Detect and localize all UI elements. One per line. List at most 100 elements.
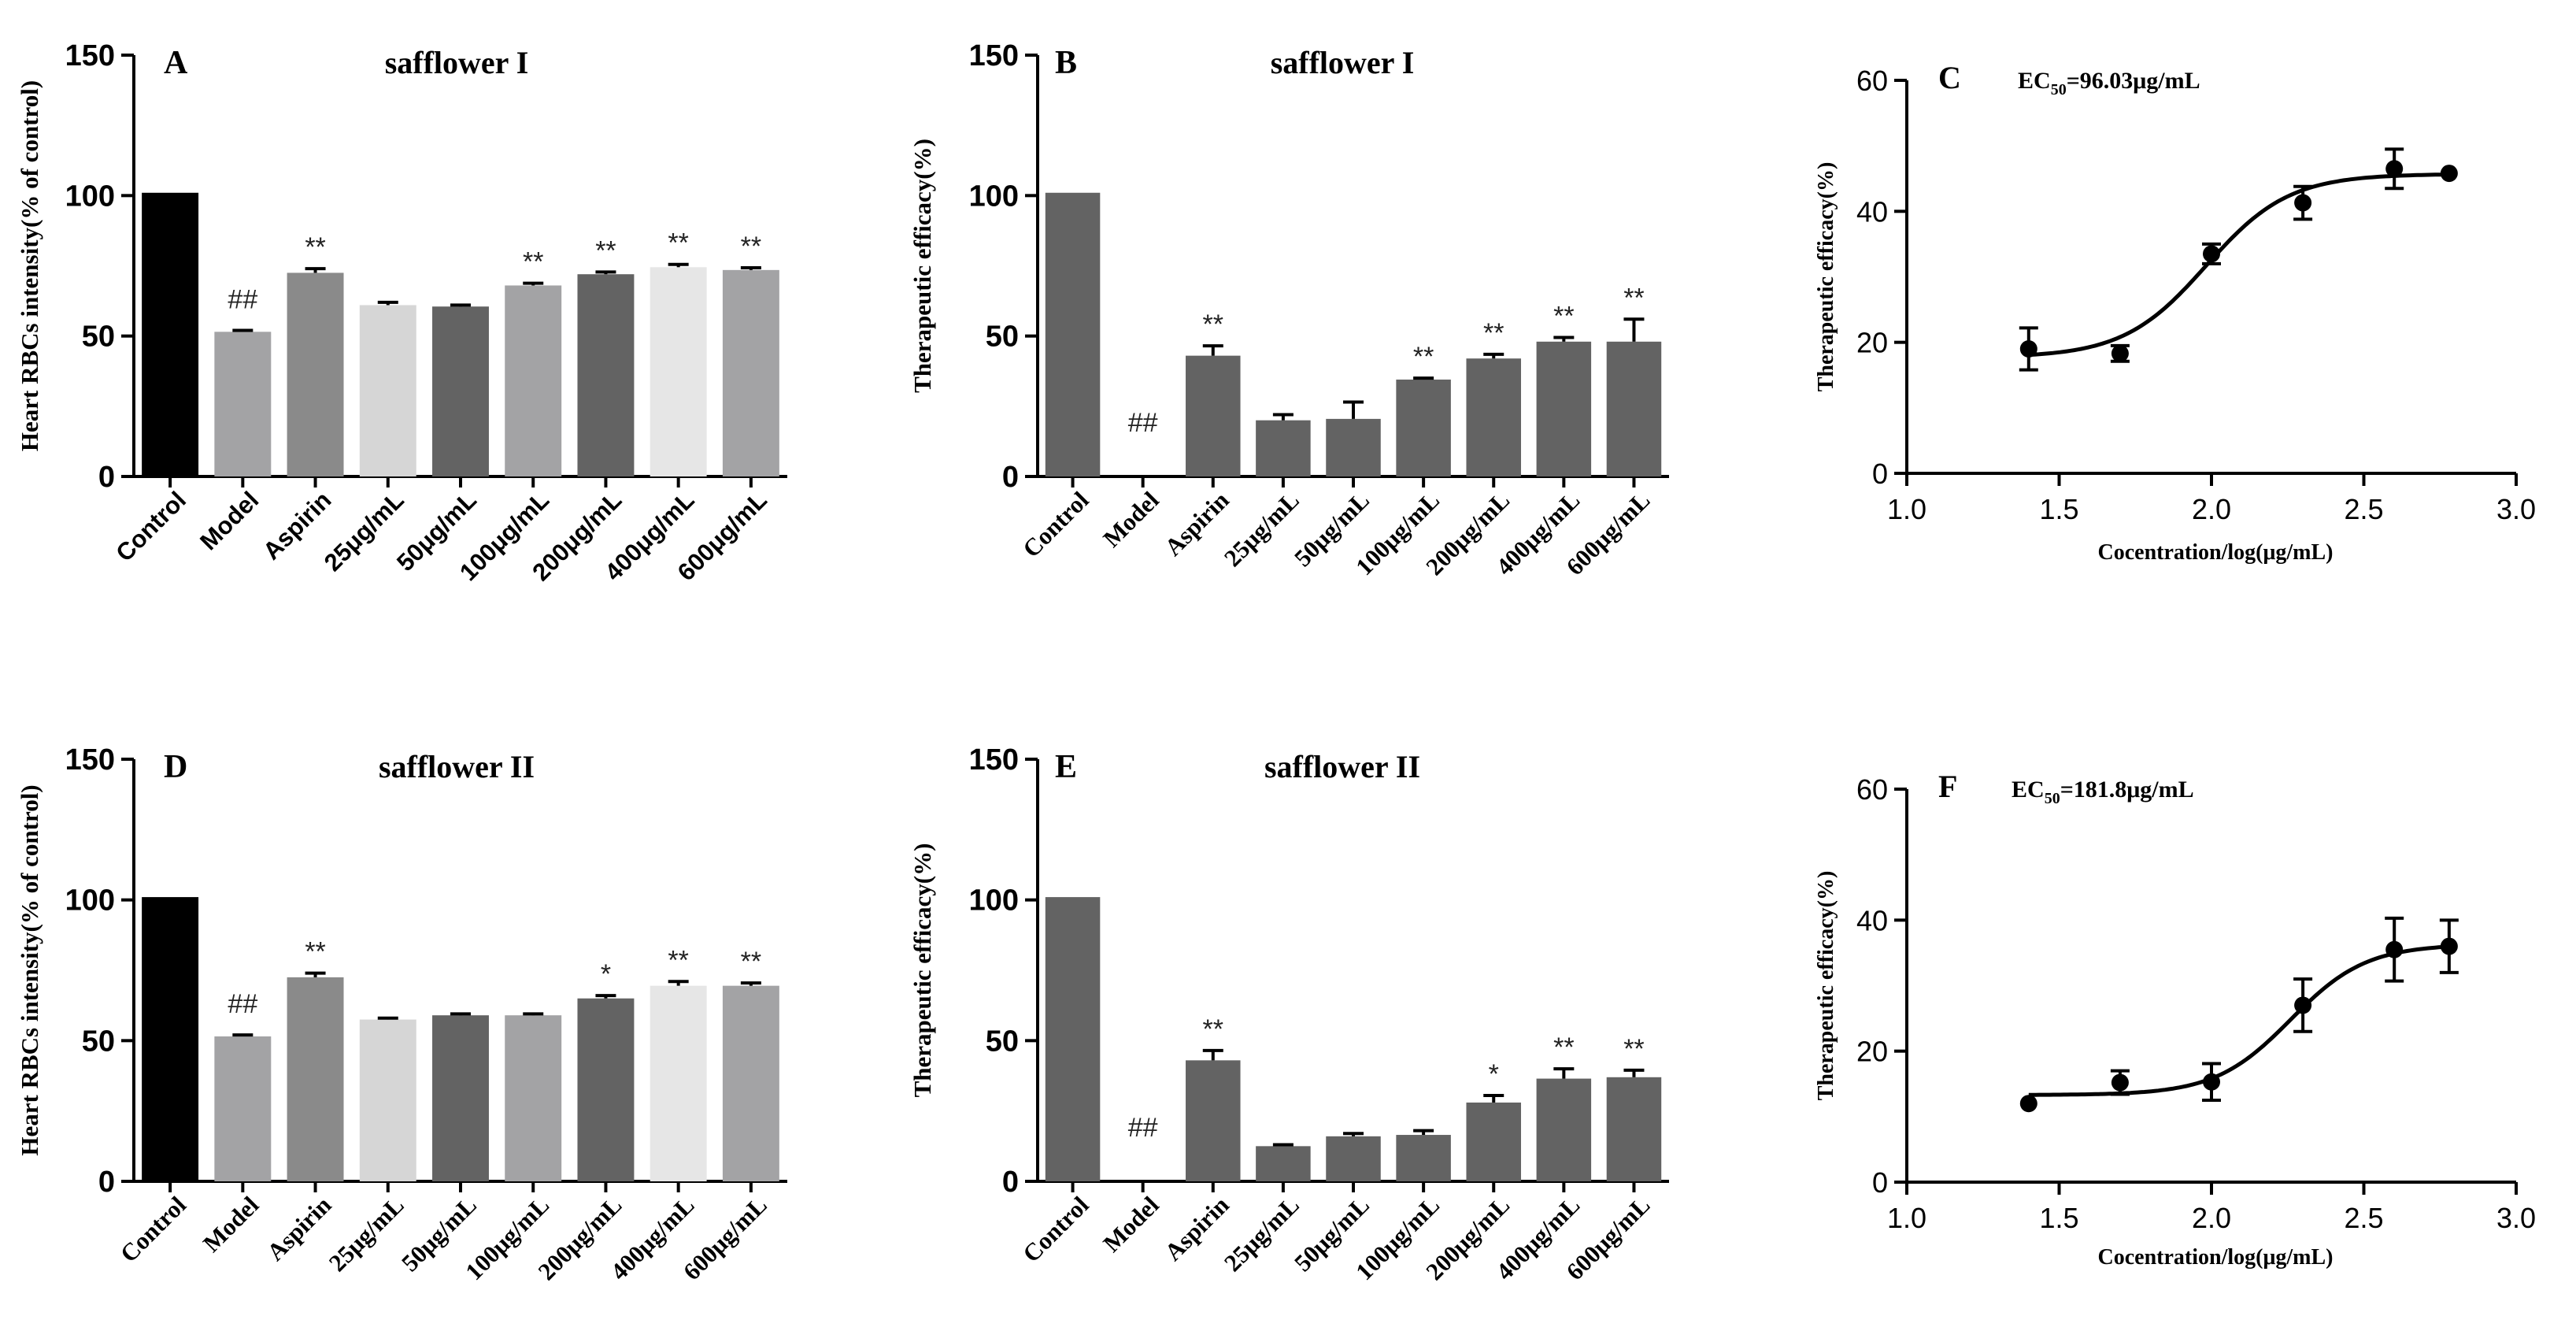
ec50-prefix: EC xyxy=(2018,68,2051,94)
panel-B: 0 50 100 150 Therapeutic efficacy(%) B safflow… xyxy=(909,39,1669,580)
bar xyxy=(1326,1136,1381,1181)
y-tick-label: 100 xyxy=(65,884,115,918)
y-tick-label: 0 xyxy=(1002,1166,1019,1199)
panel-letter: E xyxy=(1055,749,1077,785)
bar xyxy=(214,332,272,476)
data-point xyxy=(2019,339,2037,358)
significance-label: ** xyxy=(741,947,761,977)
panel-E: 0 50 100 150 Therapeutic efficacy(%) E safflow… xyxy=(909,743,1669,1285)
x-tick-label: Control xyxy=(1017,1191,1094,1268)
x-tick-label: 25μg/mL xyxy=(324,1191,409,1277)
fit-curve xyxy=(2028,172,2449,358)
ec50-value: =96.03μg/mL xyxy=(2067,68,2200,94)
bar xyxy=(1045,192,1101,476)
y-tick-label: 20 xyxy=(1856,1036,1888,1068)
significance-label: ** xyxy=(1413,342,1434,372)
panel-letter: C xyxy=(1938,60,1961,95)
x-tick-label: 25μg/mL xyxy=(319,486,409,576)
ec50-annotation: EC50=96.03μg/mL xyxy=(2018,68,2200,98)
bar xyxy=(1606,341,1662,476)
significance-label: ** xyxy=(1483,318,1504,348)
bar xyxy=(650,985,707,1181)
x-axis-label: Cocentration/log(μg/mL) xyxy=(2098,1245,2334,1270)
x-tick-label: 1.0 xyxy=(1887,493,1926,525)
significance-label: ## xyxy=(228,989,257,1019)
y-tick-label: 50 xyxy=(82,321,115,354)
bar xyxy=(287,977,344,1181)
ec50-annotation: EC50=181.8μg/mL xyxy=(2012,777,2194,807)
y-tick-label: 150 xyxy=(65,743,115,777)
bar xyxy=(359,305,416,476)
bar xyxy=(142,897,199,1181)
panel-C: 0 20 40 60 1.0 1.5 2.0 2.5 3.0 Therapeutic effica… xyxy=(1814,60,2536,565)
significance-label: ## xyxy=(1128,1113,1158,1143)
panel-letter: A xyxy=(164,45,188,81)
data-point xyxy=(2111,1073,2129,1092)
significance-label: ** xyxy=(668,228,688,258)
bar xyxy=(505,1015,562,1181)
bar xyxy=(142,192,199,476)
y-tick-label: 50 xyxy=(986,1025,1019,1058)
data-point xyxy=(2111,344,2129,362)
bar xyxy=(722,269,779,476)
bar xyxy=(1256,420,1311,476)
x-tick-label: 25μg/mL xyxy=(1219,486,1305,572)
x-tick-label: Control xyxy=(115,1191,192,1268)
bar xyxy=(432,306,489,476)
significance-label: ** xyxy=(1553,301,1574,331)
y-axis-label: Heart RBCs intensity(% of control) xyxy=(16,784,43,1155)
significance-label: ** xyxy=(1203,310,1223,339)
significance-label: ** xyxy=(1623,1034,1644,1064)
significance-label: * xyxy=(601,959,611,989)
panel-letter: B xyxy=(1055,45,1077,81)
bar xyxy=(432,1015,489,1181)
bar xyxy=(1606,1077,1662,1181)
x-tick-label: 1.5 xyxy=(2039,493,2078,525)
bar xyxy=(1256,1146,1311,1181)
data-point xyxy=(2385,160,2404,178)
chart-title: safflower II xyxy=(1264,749,1420,784)
bar xyxy=(359,1019,416,1181)
significance-label: ** xyxy=(523,247,543,277)
y-tick-label: 100 xyxy=(969,180,1019,213)
data-point xyxy=(2203,245,2220,263)
significance-label: ** xyxy=(595,235,616,265)
panel-F: 0 20 40 60 1.0 1.5 2.0 2.5 3.0 Therapeutic effica… xyxy=(1814,769,2536,1270)
x-axis-label: Cocentration/log(μg/mL) xyxy=(2098,540,2334,565)
ec50-value: =181.8μg/mL xyxy=(2060,777,2194,803)
y-tick-label: 150 xyxy=(969,39,1019,72)
significance-label: ** xyxy=(741,232,761,261)
x-tick-label: Control xyxy=(110,486,191,567)
chart-title: safflower I xyxy=(1271,45,1415,80)
significance-label: ** xyxy=(668,945,688,975)
bar xyxy=(505,285,562,476)
y-axis-label: Therapeutic efficacy(%) xyxy=(909,843,936,1098)
bar xyxy=(1466,1102,1521,1181)
significance-label: * xyxy=(1489,1059,1499,1089)
x-tick-label: 2.0 xyxy=(2192,493,2231,525)
x-tick-label: 25μg/mL xyxy=(1219,1191,1305,1277)
panel-letter: D xyxy=(164,749,187,785)
data-point xyxy=(2294,996,2312,1014)
significance-label: ** xyxy=(305,232,325,262)
y-tick-label: 60 xyxy=(1856,65,1888,97)
x-tick-label: Model xyxy=(194,486,264,555)
panel-A: 0 50 100 150 Heart RBCs intensity(% of contr… xyxy=(16,39,787,586)
bar xyxy=(1326,418,1381,476)
bar xyxy=(577,274,635,476)
y-tick-label: 40 xyxy=(1856,904,1888,936)
chart-title: safflower I xyxy=(385,45,529,80)
chart-title: safflower II xyxy=(379,749,535,784)
bar xyxy=(650,267,707,476)
x-tick-label: 3.0 xyxy=(2496,1202,2536,1234)
y-tick-label: 100 xyxy=(969,884,1019,918)
y-tick-label: 50 xyxy=(986,321,1019,354)
bar xyxy=(287,272,344,476)
data-point xyxy=(2203,1073,2220,1091)
bar xyxy=(1536,1078,1592,1181)
data-point xyxy=(2294,194,2312,212)
x-tick-label: 3.0 xyxy=(2496,493,2536,525)
y-tick-label: 0 xyxy=(98,1166,115,1199)
x-tick-label: 2.0 xyxy=(2192,1202,2231,1234)
panel-D: 0 50 100 150 Heart RBCs intensity(% of contr… xyxy=(16,743,787,1285)
